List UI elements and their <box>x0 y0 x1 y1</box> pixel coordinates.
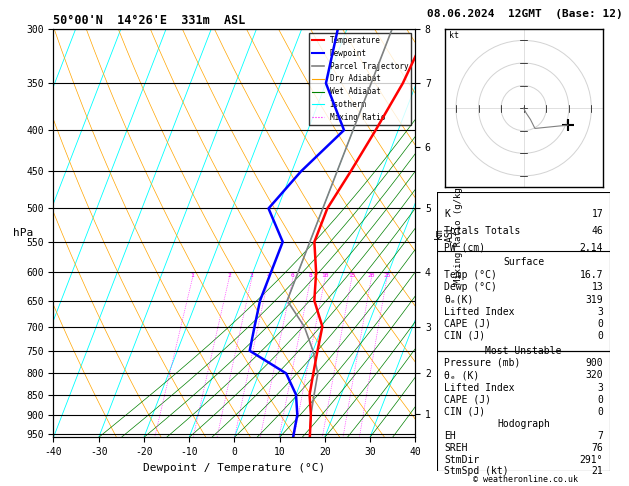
Text: θₑ(K): θₑ(K) <box>444 295 474 305</box>
Text: 16.7: 16.7 <box>580 270 603 280</box>
Y-axis label: km
ASL: km ASL <box>433 225 455 242</box>
Text: 2.14: 2.14 <box>580 243 603 253</box>
Text: Mixing Ratio (g/kg): Mixing Ratio (g/kg) <box>454 182 463 284</box>
Text: PW (cm): PW (cm) <box>444 243 485 253</box>
Text: StmSpd (kt): StmSpd (kt) <box>444 467 509 476</box>
Text: 900: 900 <box>586 358 603 368</box>
Text: 50°00'N  14°26'E  331m  ASL: 50°00'N 14°26'E 331m ASL <box>53 14 246 27</box>
Text: 21: 21 <box>591 467 603 476</box>
Text: SREH: SREH <box>444 443 467 453</box>
Text: 46: 46 <box>591 226 603 236</box>
Text: 319: 319 <box>586 295 603 305</box>
Text: 13: 13 <box>591 282 603 292</box>
Text: Pressure (mb): Pressure (mb) <box>444 358 520 368</box>
Text: 25: 25 <box>383 273 391 278</box>
Text: K: K <box>444 209 450 219</box>
Text: StmDir: StmDir <box>444 455 479 465</box>
Text: LCL: LCL <box>542 47 557 55</box>
Text: Most Unstable: Most Unstable <box>486 346 562 356</box>
Text: 20: 20 <box>367 273 375 278</box>
Text: Dewp (°C): Dewp (°C) <box>444 282 497 292</box>
Text: θₑ (K): θₑ (K) <box>444 370 479 380</box>
Text: CIN (J): CIN (J) <box>444 407 485 417</box>
Text: 2: 2 <box>227 273 231 278</box>
Text: CAPE (J): CAPE (J) <box>444 395 491 405</box>
Text: 7: 7 <box>598 431 603 441</box>
Text: hPa: hPa <box>13 228 33 238</box>
Text: 320: 320 <box>586 370 603 380</box>
Text: 4: 4 <box>267 273 270 278</box>
Text: Lifted Index: Lifted Index <box>444 307 515 316</box>
Text: Lifted Index: Lifted Index <box>444 382 515 393</box>
Text: 6: 6 <box>291 273 295 278</box>
Text: kt: kt <box>449 31 459 40</box>
Text: 76: 76 <box>591 443 603 453</box>
Text: 10: 10 <box>321 273 329 278</box>
Text: 3: 3 <box>250 273 253 278</box>
Text: 291°: 291° <box>580 455 603 465</box>
Text: 0: 0 <box>598 395 603 405</box>
Text: CAPE (J): CAPE (J) <box>444 319 491 329</box>
Text: 3: 3 <box>598 382 603 393</box>
Text: 0: 0 <box>598 319 603 329</box>
Text: 8: 8 <box>309 273 313 278</box>
Text: © weatheronline.co.uk: © weatheronline.co.uk <box>473 475 577 484</box>
Legend: Temperature, Dewpoint, Parcel Trajectory, Dry Adiabat, Wet Adiabat, Isotherm, Mi: Temperature, Dewpoint, Parcel Trajectory… <box>309 33 411 125</box>
Text: 3: 3 <box>598 307 603 316</box>
Text: CIN (J): CIN (J) <box>444 331 485 341</box>
Text: EH: EH <box>444 431 456 441</box>
Text: 0: 0 <box>598 331 603 341</box>
Text: 15: 15 <box>348 273 355 278</box>
X-axis label: Dewpoint / Temperature (°C): Dewpoint / Temperature (°C) <box>143 463 325 473</box>
Text: 1: 1 <box>191 273 194 278</box>
Text: 08.06.2024  12GMT  (Base: 12): 08.06.2024 12GMT (Base: 12) <box>427 9 623 19</box>
Text: 0: 0 <box>598 407 603 417</box>
Text: Surface: Surface <box>503 258 544 267</box>
Text: Totals Totals: Totals Totals <box>444 226 520 236</box>
Text: Hodograph: Hodograph <box>497 419 550 429</box>
Text: Temp (°C): Temp (°C) <box>444 270 497 280</box>
Text: 17: 17 <box>591 209 603 219</box>
